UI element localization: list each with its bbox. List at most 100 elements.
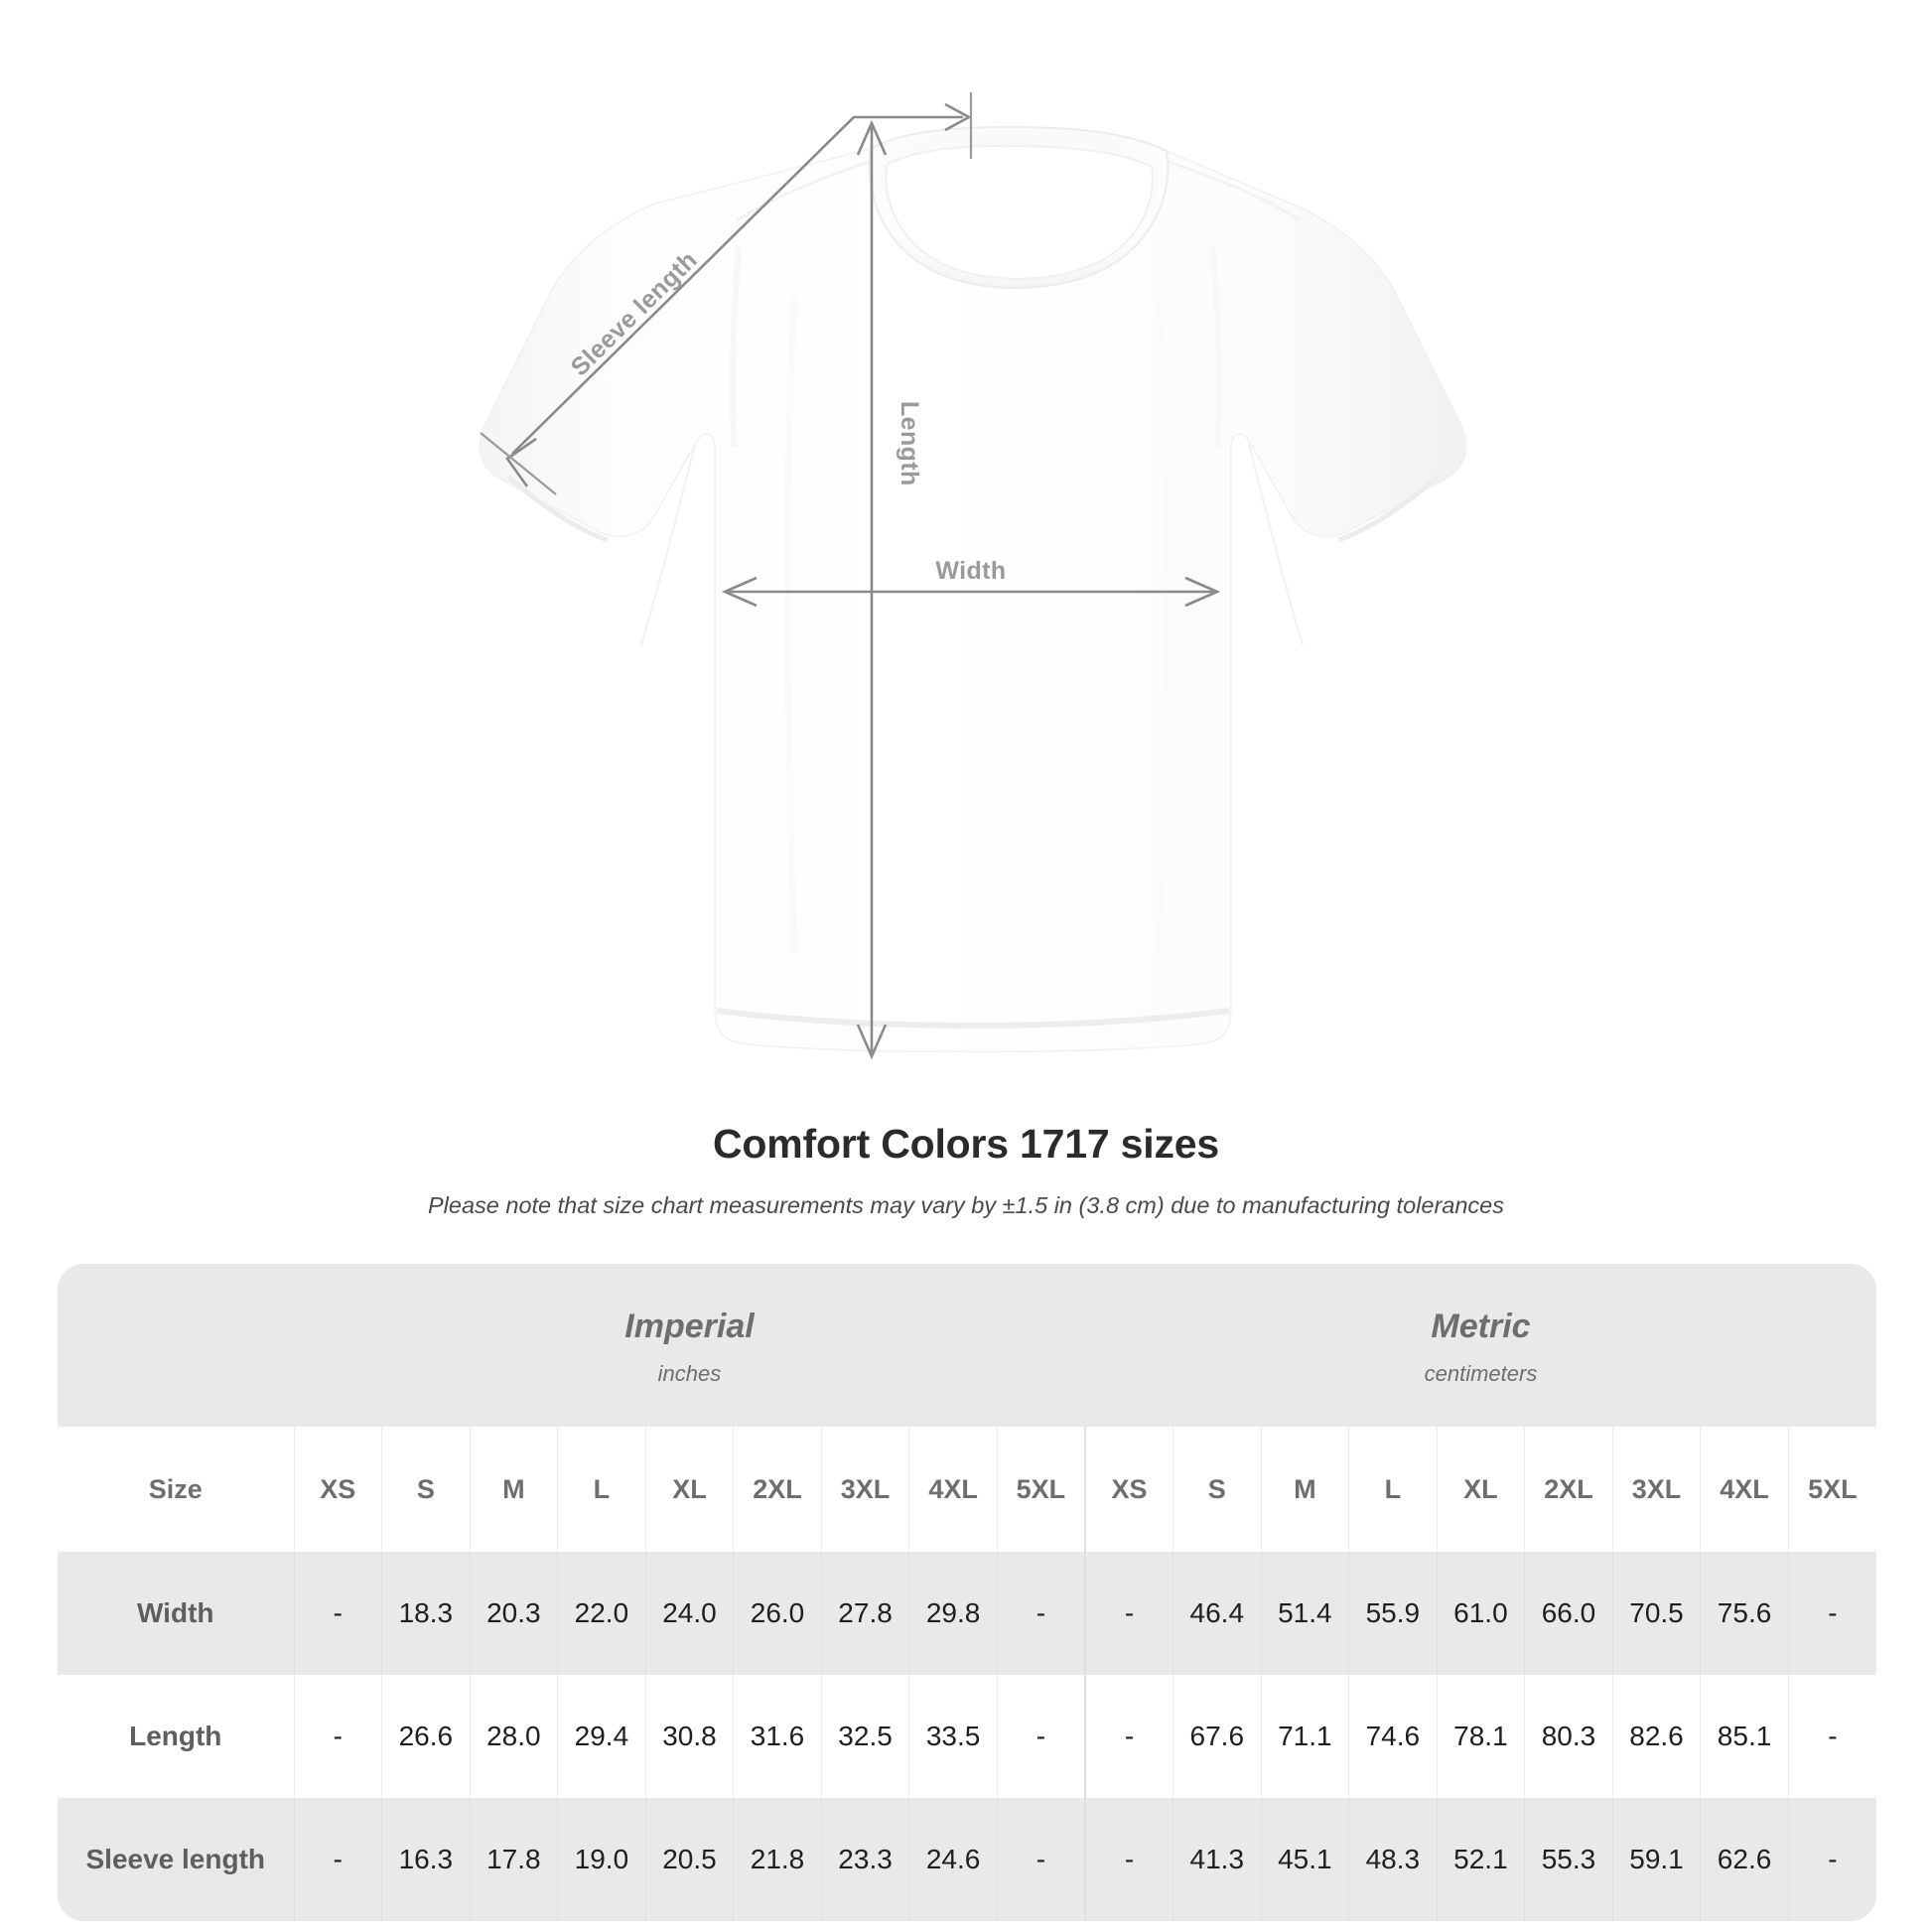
size-header-cell: L [557,1427,646,1552]
measurement-cell: 28.0 [469,1675,558,1798]
width-label: Width [935,557,1006,585]
measurement-cell: 27.8 [820,1552,909,1675]
measurement-cell: 20.5 [644,1798,734,1921]
size-header-cell: M [1260,1427,1349,1552]
size-header-cell: 5XL [1787,1427,1876,1552]
measurement-cell: - [1083,1798,1173,1921]
measurement-cell: 24.0 [644,1552,734,1675]
size-header-cell: XL [1436,1427,1525,1552]
measurement-cell: - [293,1798,382,1921]
measurement-cell: 61.0 [1436,1552,1525,1675]
measurement-cell: 18.3 [381,1552,471,1675]
measurement-cell: - [996,1798,1085,1921]
measurement-cell: 33.5 [908,1675,998,1798]
measurement-cell: 52.1 [1436,1798,1525,1921]
size-header-cell: S [1173,1427,1262,1552]
measurement-cell: 24.6 [908,1798,998,1921]
size-header-row: Size XS S M L XL 2XL 3XL 4XL 5XL XS S M L XL 2XL 3XL 4XL 5… [58,1427,1876,1552]
row-label: Width [58,1552,294,1675]
measurement-cell: 31.6 [733,1675,822,1798]
measurement-cell: 16.3 [381,1798,471,1921]
width-dimension: Width [721,557,1221,608]
unit-name: Metric [1431,1308,1531,1346]
unit-subtitle: centimeters [1424,1360,1538,1386]
measurement-cell: 48.3 [1348,1798,1438,1921]
measurement-cell: 62.6 [1700,1798,1789,1921]
size-header-label: Size [58,1427,294,1552]
measurement-cell: 23.3 [820,1798,909,1921]
measurement-cell: 22.0 [557,1552,646,1675]
tshirt-illustration: Sleeve length Length Width [479,92,1467,1060]
unit-band-spacer [58,1264,294,1427]
unit-name: Imperial [624,1308,755,1346]
measurement-cell: 55.3 [1524,1798,1613,1921]
measurement-cell: 67.6 [1173,1675,1262,1798]
size-header-cell: 4XL [908,1427,998,1552]
measurement-cell: 46.4 [1173,1552,1262,1675]
size-chart-table: Imperial inches Metric centimeters Size XS S M L… [58,1264,1876,1921]
size-header-cell: M [469,1427,558,1552]
measurement-cell: 75.6 [1700,1552,1789,1675]
unit-band-row: Imperial inches Metric centimeters [58,1264,1876,1427]
table-row: Sleeve length -16.3 17.8 19.0 20.5 21.8 23.3 24… [58,1798,1876,1921]
measurement-cell: 19.0 [557,1798,646,1921]
measurement-cell: 32.5 [820,1675,909,1798]
measurement-cell: 85.1 [1700,1675,1789,1798]
measurement-cell: - [1787,1675,1876,1798]
size-header-cell: S [381,1427,471,1552]
measurement-cell: - [1787,1798,1876,1921]
title-block: Comfort Colors 1717 sizes Please note th… [0,1120,1932,1221]
measurement-cell: 26.6 [381,1675,471,1798]
size-header-cell: 4XL [1700,1427,1789,1552]
unit-band-cell: Metric centimeters [1084,1264,1876,1427]
size-header-cell: L [1348,1427,1438,1552]
measurement-cell: - [293,1675,382,1798]
measurement-cell: - [996,1552,1085,1675]
size-header-cell: XS [293,1427,382,1552]
measurement-cell: 66.0 [1524,1552,1613,1675]
size-header-cell: 2XL [733,1427,822,1552]
measurement-cell: 71.1 [1260,1675,1349,1798]
size-header-cell: 3XL [820,1427,909,1552]
size-header-cell: 3XL [1611,1427,1701,1552]
size-header-cell: XS [1083,1427,1173,1552]
length-label: Length [896,401,923,486]
table-row: Width -18.3 20.3 22.0 24.0 26.0 27.8 29.8- -46.4… [58,1552,1876,1675]
measurement-cell: 78.1 [1436,1675,1525,1798]
measurement-cell: 59.1 [1611,1798,1701,1921]
measurement-cell: 21.8 [733,1798,822,1921]
measurement-cell: 82.6 [1611,1675,1701,1798]
page-title: Comfort Colors 1717 sizes [713,1121,1219,1167]
size-header-cell: XL [644,1427,734,1552]
size-chart-table-wrap: Imperial inches Metric centimeters Size XS S M L… [58,1264,1876,1921]
size-header-cell: 2XL [1524,1427,1613,1552]
unit-subtitle: inches [657,1360,722,1386]
measurement-cell: - [1083,1675,1173,1798]
measurement-cell: 20.3 [469,1552,558,1675]
measurement-cell: 70.5 [1611,1552,1701,1675]
measurement-cell: 30.8 [644,1675,734,1798]
measurement-cell: 45.1 [1260,1798,1349,1921]
measurement-cell: 17.8 [469,1798,558,1921]
measurement-cell: 55.9 [1348,1552,1438,1675]
measurement-cell: 80.3 [1524,1675,1613,1798]
measurement-cell: 74.6 [1348,1675,1438,1798]
measurement-cell: - [996,1675,1085,1798]
tshirt-body-shape [479,125,1467,1053]
measurement-cell: 51.4 [1260,1552,1349,1675]
table-row: Length -26.6 28.0 29.4 30.8 31.6 32.5 33.5- -67.… [58,1675,1876,1798]
measurement-cell: - [1787,1552,1876,1675]
measurement-cell: - [1083,1552,1173,1675]
measurement-cell: 29.8 [908,1552,998,1675]
page-subtitle: Please note that size chart measurements… [428,1192,1504,1219]
measurement-cell: 41.3 [1173,1798,1262,1921]
row-label: Length [58,1675,294,1798]
measurement-cell: - [293,1552,382,1675]
row-label: Sleeve length [58,1798,294,1921]
measurement-cell: 29.4 [557,1675,646,1798]
unit-band-cell: Imperial inches [294,1264,1085,1427]
measurement-cell: 26.0 [733,1552,822,1675]
length-dimension: Length [856,119,923,1060]
tshirt-diagram-svg: Sleeve length Length Width [479,92,1467,1060]
size-header-cell: 5XL [996,1427,1085,1552]
